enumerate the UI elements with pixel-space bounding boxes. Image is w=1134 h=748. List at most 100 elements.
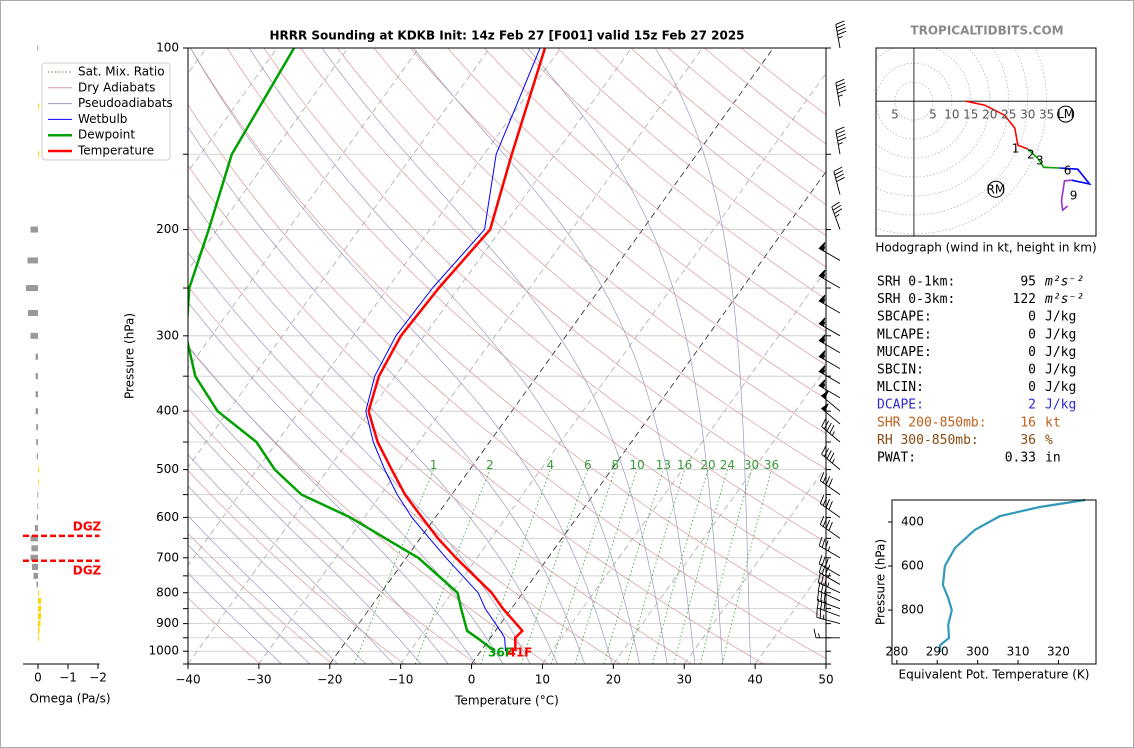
mixing-ratio-line (550, 469, 616, 664)
index-unit: kt (1045, 415, 1061, 430)
plot-frame (187, 47, 827, 665)
dry-adiabat (483, 48, 826, 333)
x-tick-label: 10 (535, 673, 550, 687)
isotherm (400, 72, 826, 664)
hodo-height-label: 6 (1064, 164, 1072, 178)
thetae-xtick-label: 290 (926, 645, 949, 659)
y-axis-label: Pressure (hPa) (123, 313, 137, 399)
hodo-frame (875, 47, 1097, 237)
mixing-ratio-line (521, 469, 589, 664)
omega-bar (38, 589, 39, 596)
watermark: TROPICALTIDBITS.COM (910, 24, 1063, 38)
profile-line (188, 48, 496, 653)
hodo-height-label: 9 (1070, 189, 1078, 203)
dry-adiabat (300, 48, 826, 506)
hodo-ring-label: 25 (1001, 108, 1016, 122)
omega-bar (35, 525, 38, 532)
storm-motion-label: LM (1057, 107, 1074, 121)
wind-barb (833, 166, 845, 195)
omega-bar (38, 103, 39, 110)
wind-barb (835, 20, 847, 49)
wind-barb (831, 201, 843, 230)
omega-bar (35, 391, 38, 398)
y-tick-label: 200 (156, 222, 179, 236)
omega-bar (33, 572, 38, 579)
index-unit: m²s⁻² (1044, 275, 1084, 290)
hodograph-caption: Hodograph (wind in kt, height in km) (875, 241, 1096, 255)
wind-barb (817, 581, 841, 602)
pseudoadiabat (188, 515, 339, 664)
index-label: RH 300-850mb: (877, 433, 979, 448)
omega-bar (38, 597, 41, 604)
hodo-trace (1060, 179, 1072, 212)
mixing-ratio-label: 4 (547, 458, 555, 472)
hodograph-plot (876, 48, 1096, 236)
wind-barb (819, 515, 841, 539)
index-unit: in (1045, 451, 1061, 466)
hodo-trace (1059, 167, 1092, 186)
thetae-xtick-label: 320 (1047, 645, 1070, 659)
legend-box (41, 62, 171, 161)
x-tick-label: 20 (606, 673, 621, 687)
omega-bar (36, 514, 38, 521)
index-unit: J/kg (1045, 398, 1076, 413)
index-value: 0 (1028, 327, 1036, 342)
pseudoadiabat (188, 194, 558, 664)
mixing-ratio-line (626, 469, 686, 664)
wind-barb (818, 334, 841, 354)
pseudoadiabat (188, 126, 586, 664)
profile-line (367, 48, 547, 652)
dry-adiabat (226, 48, 826, 581)
y-tick-label: 500 (156, 462, 179, 476)
dgz-label: DGZ (73, 563, 102, 577)
thetae-ylabel: Pressure (hPa) (874, 539, 888, 625)
wind-barb (818, 350, 841, 369)
pseudoadiabat (188, 301, 504, 664)
x-tick-label: −10 (388, 673, 413, 687)
omega-label: Omega (Pa/s) (29, 692, 110, 706)
mixing-ratio-line (721, 469, 772, 664)
mixing-ratio-line (603, 469, 664, 664)
wind-barb (818, 365, 841, 384)
wind-barb (818, 269, 841, 289)
storm-motion-label: RM (987, 182, 1006, 196)
hodo-height-label: 1 (1012, 142, 1020, 156)
dry-adiabat (263, 48, 826, 543)
isotherm (188, 48, 278, 173)
index-unit: m²s⁻² (1044, 292, 1084, 307)
omega-bar (36, 581, 38, 588)
wind-barb (819, 472, 841, 495)
index-unit: J/kg (1045, 310, 1076, 325)
index-value: 2 (1028, 398, 1036, 413)
omega-bar (35, 408, 38, 415)
wind-barb (820, 390, 841, 412)
index-label: MUCAPE: (877, 345, 932, 360)
mixing-ratio-line (652, 469, 709, 664)
pseudoadiabat (654, 48, 751, 664)
omega-bar (26, 285, 38, 292)
thetae-ytick-label: 600 (901, 559, 924, 573)
index-value: 16 (1020, 415, 1036, 430)
index-unit: J/kg (1045, 363, 1076, 378)
legend-label: Pseudoadiabats (78, 96, 173, 110)
wind-barb (816, 608, 841, 625)
mixing-ratio-label: 20 (700, 458, 715, 472)
y-tick-label: 800 (156, 585, 179, 599)
omega-bar (31, 545, 38, 552)
omega-tick-label: −2 (89, 671, 107, 685)
omega-bar (30, 554, 38, 561)
legend-label: Temperature (77, 144, 154, 158)
omega-bar (30, 332, 38, 339)
omega-bar (32, 563, 38, 570)
legend-label: Dewpoint (78, 128, 135, 142)
surface-label: 41F (507, 646, 532, 660)
isotherm (188, 48, 561, 567)
pseudoadiabat (188, 384, 449, 664)
dry-adiabat (190, 48, 826, 620)
omega-bar (38, 620, 41, 627)
surface-label: 36F (488, 646, 513, 660)
omega-bar (38, 634, 39, 641)
mixing-ratio-line (414, 469, 491, 664)
y-tick-label: 900 (156, 616, 179, 630)
